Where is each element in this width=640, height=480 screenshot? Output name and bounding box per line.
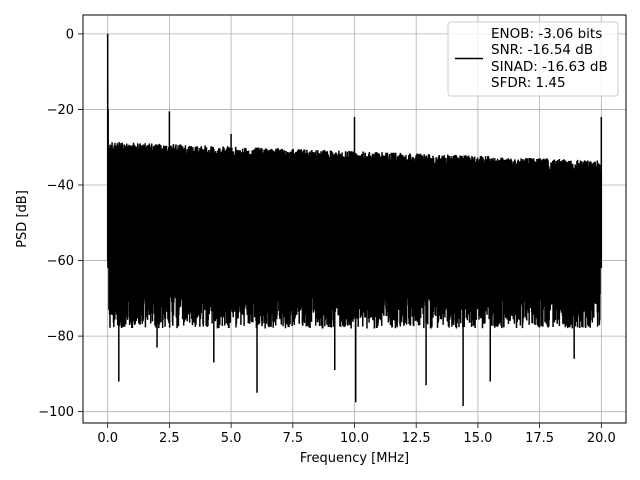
x-axis-ticks: 0.0 2.5 5.0 7.5 10.0 12.5 15.0 17.5 20.0 (97, 423, 616, 446)
y-tick-label: −60 (47, 254, 74, 269)
x-tick-label: 15.0 (463, 431, 492, 446)
x-tick-label: 12.5 (402, 431, 431, 446)
y-tick-label: −100 (38, 405, 74, 420)
y-tick-label: −20 (47, 103, 74, 118)
y-tick-label: 0 (66, 27, 74, 42)
legend-line-sfdr: SFDR: 1.45 (491, 75, 566, 91)
psd-series (106, 33, 603, 406)
x-tick-label: 10.0 (340, 431, 369, 446)
psd-line (106, 33, 603, 406)
x-tick-label: 17.5 (525, 431, 554, 446)
x-tick-label: 2.5 (159, 431, 180, 446)
legend: ENOB: -3.06 bits SNR: -16.54 dB SINAD: -… (447, 21, 619, 97)
x-tick-label: 7.5 (282, 431, 303, 446)
x-tick-label: 5.0 (221, 431, 242, 446)
legend-box (447, 21, 619, 97)
x-axis-label: Frequency [MHz] (300, 451, 409, 466)
y-tick-label: −80 (47, 330, 74, 345)
y-axis-label: PSD [dB] (15, 190, 30, 248)
y-tick-label: −40 (47, 179, 74, 194)
legend-line-snr: SNR: -16.54 dB (491, 42, 593, 58)
x-tick-label: 20.0 (587, 431, 616, 446)
legend-line-enob: ENOB: -3.06 bits (491, 26, 602, 42)
legend-line-sinad: SINAD: -16.63 dB (491, 59, 608, 75)
y-axis-ticks: 0 −20 −40 −60 −80 −100 (38, 27, 83, 420)
x-tick-label: 0.0 (97, 431, 118, 446)
